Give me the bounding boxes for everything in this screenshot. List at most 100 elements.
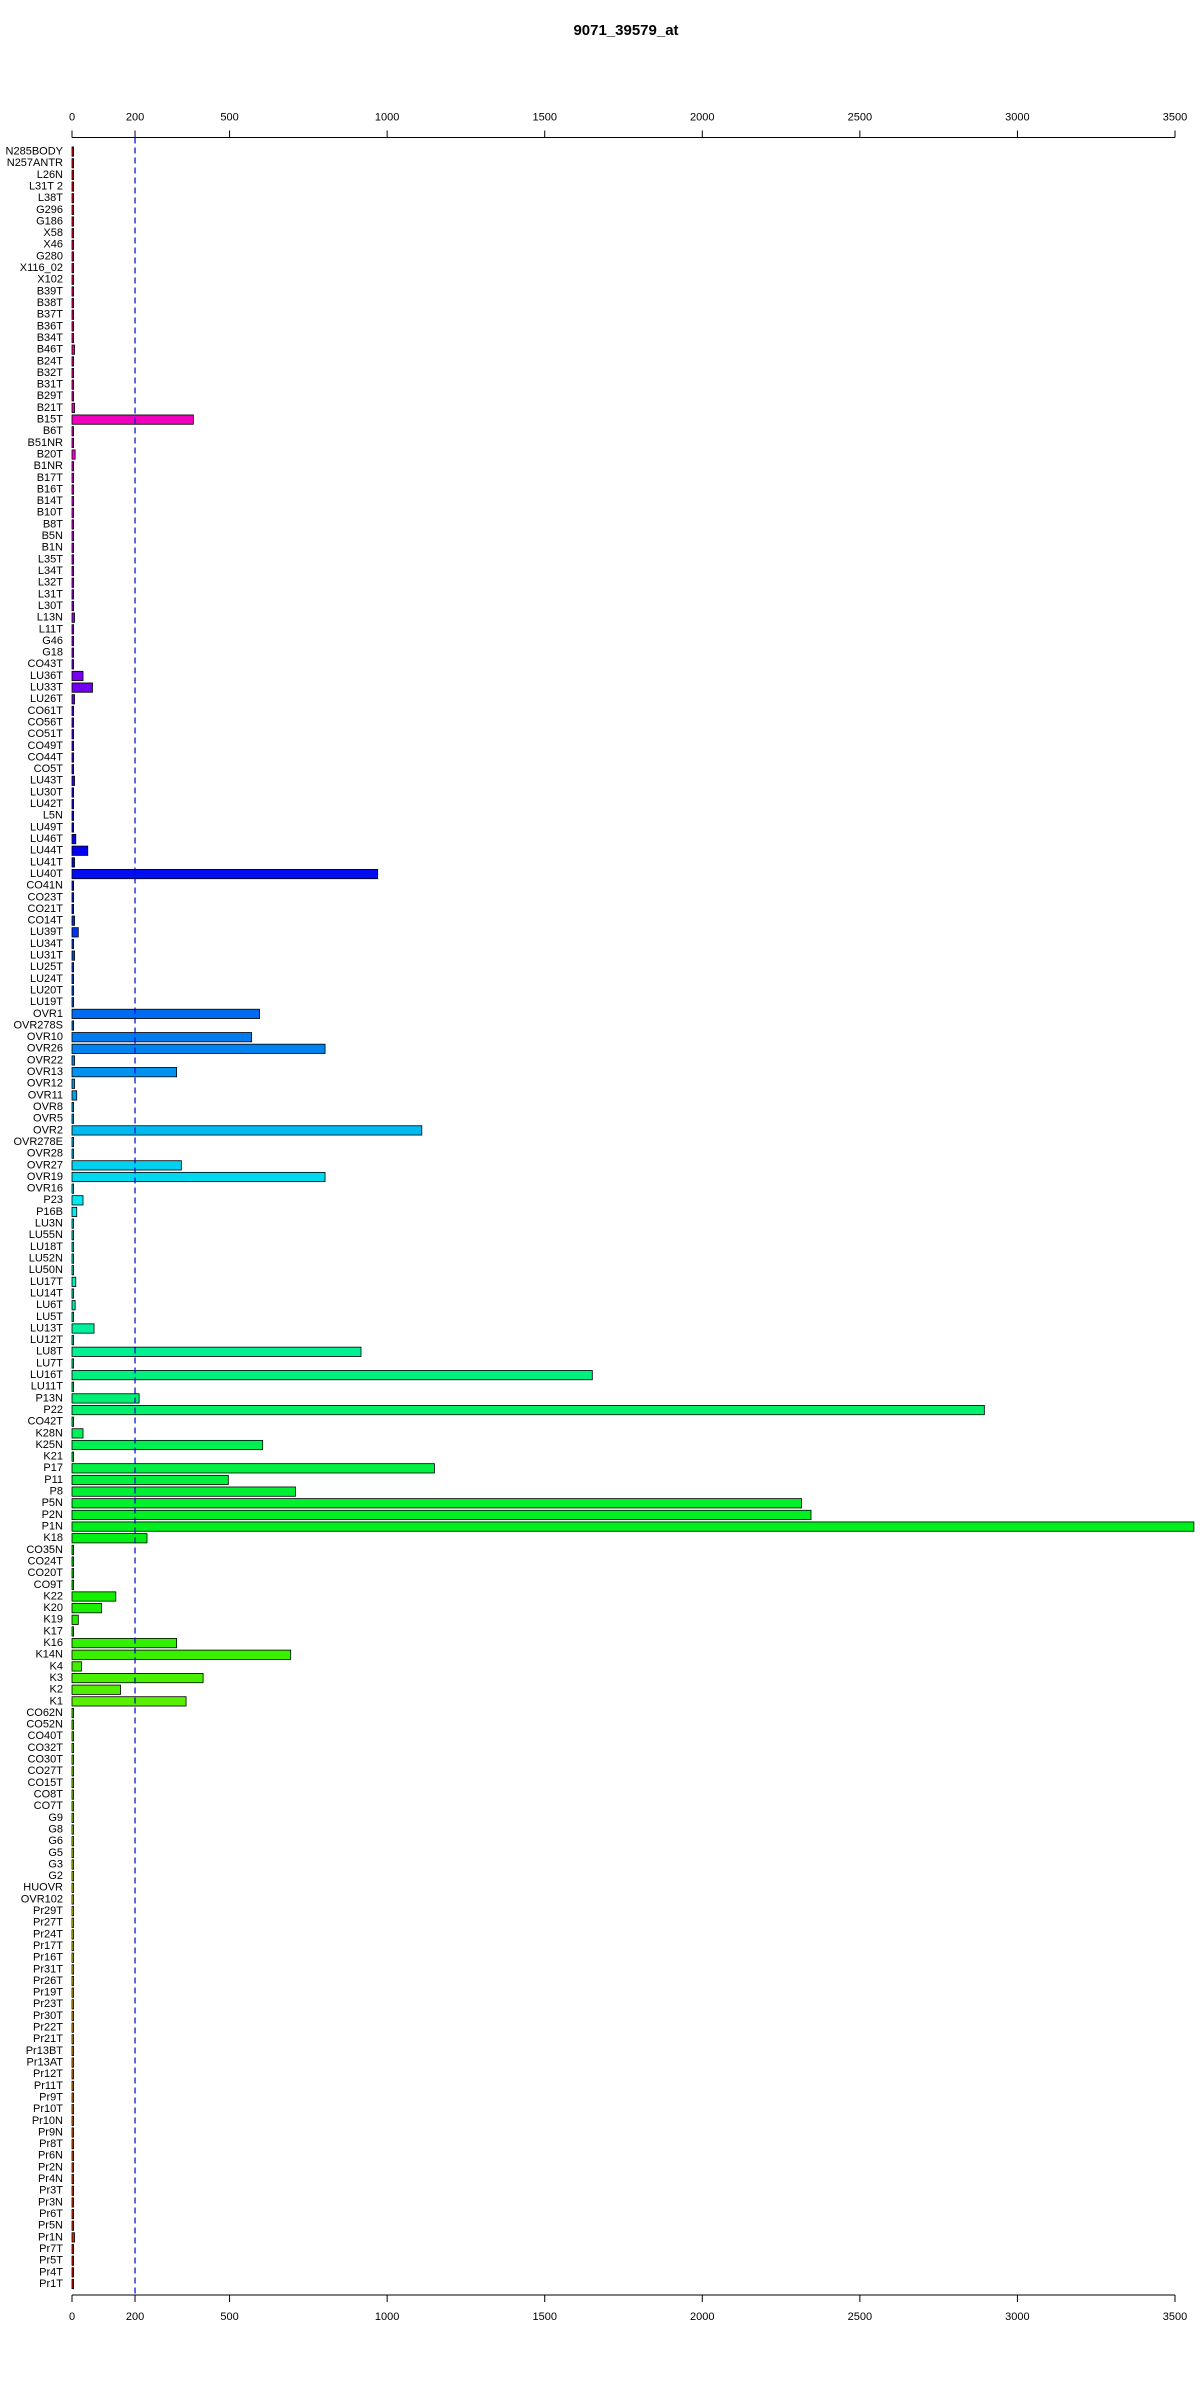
bar xyxy=(71,1812,74,1823)
bar xyxy=(71,1405,985,1416)
bar xyxy=(71,775,75,786)
y-tick-label: K25N xyxy=(35,1439,63,1451)
bar xyxy=(71,624,74,635)
bar xyxy=(71,2255,74,2266)
bar xyxy=(71,379,74,390)
y-tick-label: Pr13AT xyxy=(27,2057,64,2069)
y-tick-label: P22 xyxy=(43,1404,63,1416)
y-tick-label: CO51T xyxy=(28,728,64,740)
y-tick-label: CO24T xyxy=(28,1555,64,1567)
bar xyxy=(71,344,75,355)
y-tick-label: Pr31T xyxy=(33,1963,63,1975)
y-tick-label: LU12T xyxy=(30,1334,63,1346)
bar xyxy=(71,2034,74,2045)
bar xyxy=(71,1987,74,1998)
x-tick-label: 0 xyxy=(69,111,75,123)
y-tick-label: K19 xyxy=(43,1614,63,1626)
y-tick-label: CO7T xyxy=(34,1800,64,1812)
bar xyxy=(71,834,77,845)
bar xyxy=(71,554,74,565)
y-tick-label: L11T xyxy=(39,623,64,635)
y-tick-label: L13N xyxy=(37,612,63,624)
bar xyxy=(71,309,74,320)
bar xyxy=(71,1160,182,1171)
y-tick-label: CO49T xyxy=(28,740,64,752)
bar xyxy=(71,1614,79,1625)
bar xyxy=(71,1696,187,1707)
bar xyxy=(71,752,74,763)
y-tick-label: B5N xyxy=(42,530,63,542)
bar xyxy=(71,251,74,262)
bar xyxy=(71,519,74,530)
y-tick-label: X116_02 xyxy=(20,262,63,274)
y-tick-label: L5N xyxy=(43,810,63,822)
x-tick-label: 1000 xyxy=(375,111,399,123)
bar xyxy=(71,2057,74,2068)
y-tick-label: OVR102 xyxy=(21,1893,63,1905)
bar xyxy=(71,437,74,448)
y-tick-label: CO14T xyxy=(28,915,64,927)
bar xyxy=(71,1859,74,1870)
bar xyxy=(71,286,74,297)
y-tick-label: Pr2N xyxy=(38,2161,63,2173)
bar xyxy=(71,1556,74,1567)
y-tick-label: G3 xyxy=(48,1858,63,1870)
bar xyxy=(71,950,75,961)
bar xyxy=(71,1276,77,1287)
bar xyxy=(71,426,74,437)
y-tick-label: K16 xyxy=(43,1637,63,1649)
bar xyxy=(71,402,75,414)
bar xyxy=(71,1125,423,1136)
y-tick-label: Pr1N xyxy=(38,2231,63,2243)
bar xyxy=(71,1568,74,1579)
y-tick-label: Pr26T xyxy=(33,1975,63,1987)
y-tick-label: Pr8T xyxy=(39,2138,63,2150)
bar xyxy=(71,1358,74,1369)
bar xyxy=(71,181,74,192)
y-tick-label: Pr7T xyxy=(39,2243,63,2255)
bar xyxy=(71,472,74,483)
y-tick-label: P2N xyxy=(42,1509,63,1521)
bar xyxy=(71,577,74,588)
bar xyxy=(71,566,74,577)
y-tick-label: LU11T xyxy=(31,1381,63,1393)
y-tick-label: B1NR xyxy=(34,460,63,472)
y-tick-label: CO27T xyxy=(28,1765,64,1777)
y-tick-label: P16B xyxy=(36,1206,63,1218)
y-tick-label: OVR1 xyxy=(33,1008,63,1020)
bar xyxy=(71,146,74,157)
y-tick-label: B46T xyxy=(37,344,64,356)
bar xyxy=(71,1346,362,1357)
y-tick-label: LU39T xyxy=(30,926,63,938)
bar xyxy=(71,1871,74,1882)
x-tick-label: 2500 xyxy=(848,2311,872,2323)
bar xyxy=(71,787,74,798)
y-tick-label: Pr6T xyxy=(39,2208,63,2220)
y-tick-label: B32T xyxy=(37,367,64,379)
y-tick-label: B38T xyxy=(37,297,64,309)
y-tick-label: CO43T xyxy=(28,658,64,670)
bar xyxy=(71,962,74,973)
bar xyxy=(71,1055,75,1066)
bar xyxy=(71,2232,75,2243)
y-tick-label: G6 xyxy=(48,1835,63,1847)
y-tick-label: Pr6N xyxy=(38,2150,63,2162)
y-tick-label: LU17T xyxy=(30,1276,63,1288)
y-tick-label: LU31T xyxy=(30,950,63,962)
bar xyxy=(71,298,74,309)
y-tick-label: X58 xyxy=(43,227,63,239)
bar xyxy=(71,2197,74,2208)
y-tick-label: OVR10 xyxy=(27,1031,63,1043)
bar xyxy=(71,1638,178,1649)
x-tick-label: 1000 xyxy=(375,2311,399,2323)
bar xyxy=(71,1195,84,1206)
y-tick-label: B16T xyxy=(37,483,64,495)
y-tick-label: LU25T xyxy=(30,961,63,973)
y-tick-label: L35T xyxy=(38,553,63,565)
bar xyxy=(71,1451,74,1462)
y-tick-label: L31T 2 xyxy=(29,180,63,192)
bar xyxy=(71,1766,74,1777)
y-tick-label: Pr11T xyxy=(34,2080,63,2092)
bar xyxy=(71,1148,74,1159)
x-tick-label: 200 xyxy=(126,111,144,123)
